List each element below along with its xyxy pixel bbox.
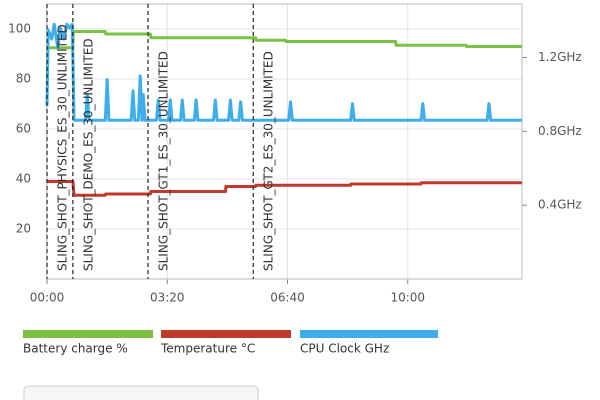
series-line [45,22,522,122]
marker-label: SLING_SHOT_DEMO_ES_30_UNLIMITED [81,38,95,271]
x-tick-label: 00:00 [30,291,65,305]
marker-label: SLING_SHOT_GT1_ES_30_UNLIMITED [157,51,171,271]
y2-tick-label: 1.2GHz [538,50,582,64]
series-line [47,180,522,197]
legend-swatch [300,330,438,338]
legend-label: CPU Clock GHz [300,342,389,356]
marker-label: SLING_SHOT_GT2_ES_30_UNLIMITED [262,51,276,271]
legend-label: Battery charge % [23,342,128,356]
x-tick-label: 10:00 [390,291,425,305]
y-tick-label: 40 [16,172,31,186]
x-tick-label: 03:20 [150,291,185,305]
y-tick-label: 80 [16,72,31,86]
y-tick-label: 100 [8,22,31,36]
y2-tick-label: 0.8GHz [538,124,582,138]
y-tick-label: 60 [16,122,31,136]
legend-swatch [23,330,153,338]
button[interactable] [23,385,259,400]
x-tick-label: 06:40 [270,291,305,305]
legend-label: Temperature °C [160,342,255,356]
legend-swatch [161,330,291,338]
y-tick-label: 20 [16,222,31,236]
y2-tick-label: 0.4GHz [538,198,582,212]
plot-frame [46,3,523,280]
series-line [47,30,522,50]
marker-label: SLING_SHOT_PHYSICS_ES_30_UNLIMITED [56,24,70,271]
